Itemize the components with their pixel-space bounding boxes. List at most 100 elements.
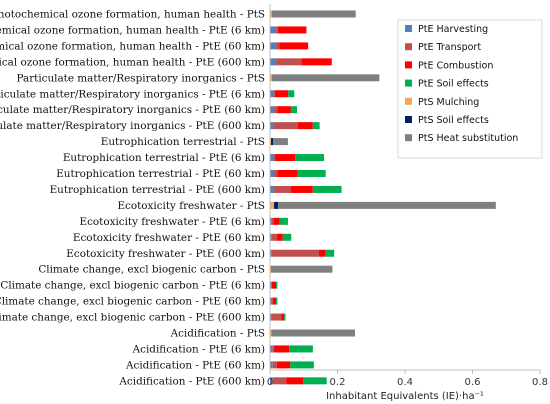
category-label: Particulate matter/Respiratory inorganic… <box>16 72 265 84</box>
bar-segment-pte-harvesting <box>270 106 275 114</box>
legend-swatch-pts-mulching <box>405 97 412 105</box>
bar-segment-pte-combustion <box>281 313 285 321</box>
bar-segment-pte-combustion <box>272 281 277 289</box>
category-label: Ecotoxicity freshwater - PtS <box>117 200 265 212</box>
category-label: Particulate matter/Respiratory inorganic… <box>0 88 265 100</box>
bar-segment-pte-soil-effects <box>303 377 327 385</box>
bar-segment-pte-transport <box>274 154 276 162</box>
category-label: Climate change, excl biogenic carbon - P… <box>0 296 265 308</box>
bar-segment-pte-soil-effects <box>282 233 292 241</box>
bar-segment-pte-soil-effects <box>290 106 297 114</box>
bar-segment-pts-soil-effects <box>271 138 274 146</box>
category-label: Eutrophication terrestrial - PtS <box>101 136 265 148</box>
category-label: Acidification - PtS <box>170 328 265 340</box>
bar-segment-pte-harvesting <box>270 313 272 321</box>
bar-segment-pts-heat-substitution <box>271 329 356 337</box>
x-tick-label: 0.8 <box>532 377 548 388</box>
bar-segment-pte-harvesting <box>270 281 272 289</box>
bar-segment-pts-mulching <box>270 201 275 209</box>
bar-segment-pte-combustion <box>301 58 332 66</box>
bar-segment-pte-soil-effects <box>295 154 324 162</box>
category-label: Acidification - PtE (6 km) <box>132 343 265 355</box>
legend-label-pts-heat-substitution: PtS Heat substitution <box>418 133 518 144</box>
x-tick-label: 0.6 <box>465 377 481 388</box>
bar-segment-pte-combustion <box>286 377 304 385</box>
bar-segment-pte-harvesting <box>270 297 272 305</box>
bar-segment-pts-heat-substitution <box>271 265 333 273</box>
legend-swatch-pte-harvesting <box>405 25 412 32</box>
bar-segment-pte-soil-effects <box>325 249 335 257</box>
bar-segment-pte-harvesting <box>270 26 277 34</box>
bar-segment-pte-soil-effects <box>312 122 320 130</box>
bar-segment-pte-combustion <box>277 170 297 177</box>
bar-segment-pte-transport <box>271 313 282 321</box>
bar-segment-pte-combustion <box>277 106 291 114</box>
bar-segment-pte-combustion <box>290 185 313 193</box>
category-label: Ecotoxicity freshwater - PtE (60 km) <box>73 232 265 244</box>
legend-frame <box>397 19 543 159</box>
legend-label-pte-transport: PtE Transport <box>418 42 481 53</box>
bar-segment-pts-mulching <box>270 329 272 337</box>
category-label: Eutrophication terrestrial - PtE (600 km… <box>50 184 265 196</box>
bar-segment-pte-transport <box>274 122 298 130</box>
category-label: Acidification - PtE (60 km) <box>125 359 265 371</box>
bar-segment-pte-harvesting <box>270 249 272 257</box>
bar-segment-pte-harvesting <box>270 217 272 225</box>
category-label: Photochemical ozone formation, human hea… <box>0 40 265 52</box>
legend-swatch-pte-combustion <box>405 61 412 69</box>
category-label: Acidification - PtE (600 km) <box>118 375 265 387</box>
bar-segment-pte-soil-effects <box>276 297 278 305</box>
bar-segment-pte-transport <box>271 281 273 289</box>
bar-segment-pte-harvesting <box>270 58 277 66</box>
bar-segment-pte-soil-effects <box>284 313 286 321</box>
category-label: Photochemical ozone formation, human hea… <box>0 9 265 21</box>
bar-segment-pte-transport <box>271 233 277 241</box>
bar-segment-pte-harvesting <box>270 154 275 162</box>
legend-label-pts-soil-effects: PtS Soil effects <box>418 115 489 126</box>
bar-segment-pte-transport <box>272 361 277 369</box>
bar-segment-pte-transport <box>276 42 280 50</box>
legend-label-pte-soil-effects: PtE Soil effects <box>418 79 489 90</box>
bar-segment-pte-combustion <box>276 233 283 241</box>
bar-segment-pte-harvesting <box>270 170 275 177</box>
bar-segment-pts-heat-substitution <box>273 138 288 146</box>
legend-label-pts-mulching: PtS Mulching <box>418 97 479 108</box>
category-label: Photochemical ozone formation, human hea… <box>0 56 265 68</box>
bar-segment-pte-harvesting <box>270 90 275 98</box>
category-label: Climate change, excl biogenic carbon - P… <box>38 264 265 276</box>
x-axis-ticks: 0 0.2 0.4 0.6 0.8 <box>267 370 548 388</box>
legend-label-pte-combustion: PtE Combustion <box>418 60 493 71</box>
bars-layer <box>270 10 496 385</box>
category-label: Ecotoxicity freshwater - PtE (600 km) <box>66 248 265 260</box>
bar-segment-pte-combustion <box>318 249 326 257</box>
bar-segment-pts-soil-effects <box>274 201 279 209</box>
x-tick-label: 0.4 <box>397 377 413 388</box>
category-label: Ecotoxicity freshwater - PtE (6 km) <box>80 216 265 228</box>
bar-segment-pts-heat-substitution <box>272 74 380 82</box>
bar-segment-pts-heat-substitution <box>278 201 496 209</box>
x-axis-title: Inhabitant Equivalents (IE)·ha⁻¹ <box>326 391 484 402</box>
category-label: Eutrophication terrestrial - PtE (60 km) <box>56 168 265 180</box>
bar-segment-pts-heat-substitution <box>272 10 356 18</box>
bar-segment-pts-mulching <box>270 265 272 273</box>
bar-segment-pte-harvesting <box>270 233 272 241</box>
bar-segment-pte-combustion <box>274 345 290 353</box>
bar-segment-pte-harvesting <box>270 42 277 50</box>
bar-segment-pte-combustion <box>275 154 296 162</box>
bar-segment-pte-harvesting <box>270 377 273 385</box>
x-tick-label: 0.2 <box>330 377 346 388</box>
bar-segment-pte-soil-effects <box>288 90 295 98</box>
bar-segment-pte-soil-effects <box>290 361 314 369</box>
category-label: Particulate matter/Respiratory inorganic… <box>0 120 265 132</box>
legend-swatch-pts-soil-effects <box>405 116 412 123</box>
category-label: Photochemical ozone formation, human hea… <box>0 24 265 36</box>
bar-segment-pte-transport <box>272 345 275 353</box>
legend-swatch-pte-soil-effects <box>405 79 412 87</box>
bar-segment-pte-transport <box>274 90 275 98</box>
x-tick-label: 0 <box>267 377 273 388</box>
bar-segment-pte-transport <box>271 249 319 257</box>
bar-segment-pte-transport <box>276 26 278 34</box>
bar-segment-pte-soil-effects <box>312 185 342 193</box>
category-label: Climate change, excl biogenic carbon - P… <box>0 280 265 292</box>
